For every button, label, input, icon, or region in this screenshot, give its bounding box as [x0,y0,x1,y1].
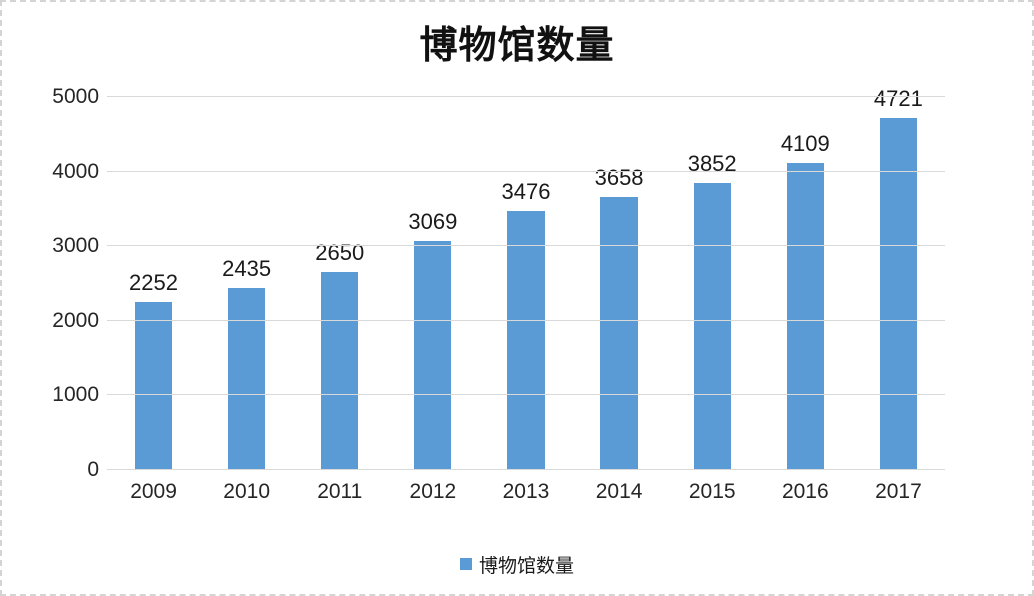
bar-2012[interactable]: 3069 [408,209,457,470]
data-label: 2435 [222,256,272,282]
y-axis-tick-label: 2000 [52,308,99,332]
data-label: 3476 [501,178,551,204]
bar-slot: 4109 [759,97,852,470]
y-axis-tick-label: 1000 [52,383,99,407]
data-label: 3069 [408,209,458,235]
x-axis-tick-label: 2010 [223,480,271,503]
bar-2016[interactable]: 4109 [781,131,830,470]
chart-title: 博物馆数量 [419,22,615,67]
bar-2015[interactable]: 3852 [688,151,737,470]
bar-slot: 2650 [293,97,386,470]
data-label: 4721 [873,85,923,111]
x-axis-tick-label: 2009 [130,480,177,503]
bar-2011[interactable]: 2650 [315,240,364,470]
legend-label: 博物馆数量 [478,555,574,577]
bar-slot: 4721 [852,86,945,470]
x-axis: 2009 2010 2011 2012 2013 2014 2015 2016 2017 [107,480,945,504]
bar-slot: 3658 [573,97,666,470]
gridline [107,319,945,321]
bar-2014[interactable]: 3658 [595,165,644,470]
gridline [107,170,945,172]
bar-2010[interactable]: 2435 [222,256,271,470]
y-axis-tick-label: 5000 [52,85,99,108]
data-label: 3852 [687,150,737,176]
x-axis-tick-label: 2015 [688,480,736,503]
data-label: 2650 [315,240,365,266]
plot-area: 2252 2435 2650 3069 3476 3658 3852 4109 4721 [107,86,945,470]
data-label: 4109 [780,131,830,157]
bar-slot: 3852 [666,97,759,470]
bar-2017[interactable]: 4721 [874,86,923,470]
x-axis-tick-label: 2014 [595,480,643,503]
x-axis-tick-label: 2012 [409,480,457,503]
bar-slot: 2435 [200,97,293,470]
bar-slot: 3476 [479,97,572,470]
x-axis-tick-label: 2016 [781,480,829,503]
y-axis-tick-label: 4000 [52,159,99,183]
bar-2013[interactable]: 3476 [501,179,550,470]
y-axis-tick-label: 3000 [52,234,99,258]
legend-swatch-icon [459,558,472,570]
x-axis-line [107,469,945,470]
data-label: 2252 [129,270,179,296]
bar-slot: 3069 [386,97,479,470]
bar-slot: 2252 [107,97,200,470]
bar-2009[interactable]: 2252 [129,270,178,470]
x-axis-tick-label: 2011 [317,480,363,503]
bars: 2252 2435 2650 3069 3476 3658 3852 4109 4721 [107,86,945,470]
data-label: 3658 [594,165,644,191]
gridline [107,394,945,396]
legend[interactable]: 博物馆数量 [2,551,1032,577]
y-axis-tick-label: 0 [87,458,99,481]
x-axis-tick-label: 2013 [502,480,550,503]
y-axis: 0 1000 2000 3000 4000 5000 [2,85,99,481]
x-axis-tick-label: 2017 [875,480,922,503]
gridline [107,96,945,97]
gridline [107,245,945,247]
